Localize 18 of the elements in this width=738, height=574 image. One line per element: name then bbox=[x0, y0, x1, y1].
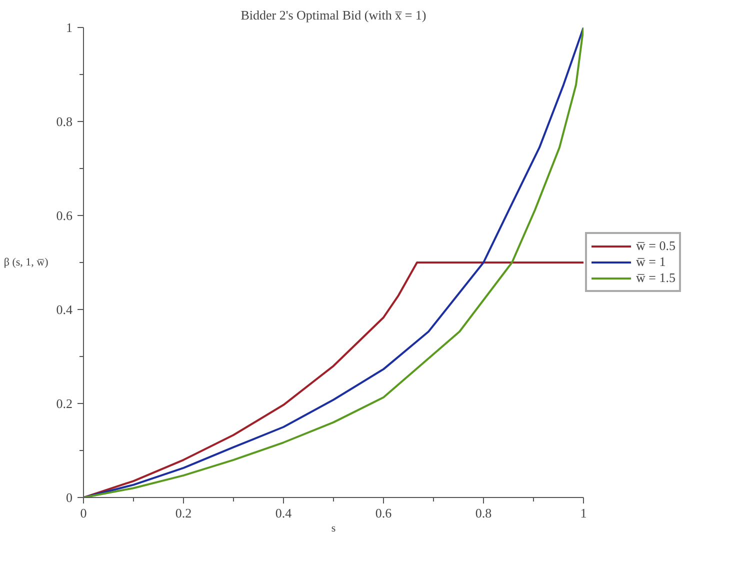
legend-label: w̅ = 1.5 bbox=[636, 270, 676, 286]
y-tick-label: 0.2 bbox=[56, 396, 72, 411]
x-tick-label: 0.2 bbox=[175, 506, 192, 520]
x-tick-label: 0 bbox=[80, 506, 87, 520]
y-tick-label: 1 bbox=[66, 20, 72, 35]
x-tick-label: 1 bbox=[580, 506, 587, 520]
x-axis-title: s bbox=[331, 522, 336, 534]
x-tick-label: 0.8 bbox=[475, 506, 492, 520]
y-tick-label: 0 bbox=[66, 490, 72, 505]
y-tick-label: 0.8 bbox=[56, 114, 72, 129]
x-tick-label: 0.6 bbox=[375, 506, 392, 520]
x-tick-label: 0.4 bbox=[275, 506, 292, 520]
legend-label: w̅ = 1 bbox=[636, 254, 666, 270]
y-tick-label: 0.4 bbox=[56, 302, 73, 317]
y-tick-label: 0.6 bbox=[56, 208, 73, 223]
y-axis-title: β (s, 1, w̅) bbox=[4, 256, 49, 268]
legend-label: w̅ = 0.5 bbox=[636, 238, 676, 254]
chart-title: Bidder 2's Optimal Bid (with x̅ = 1) bbox=[240, 8, 426, 22]
